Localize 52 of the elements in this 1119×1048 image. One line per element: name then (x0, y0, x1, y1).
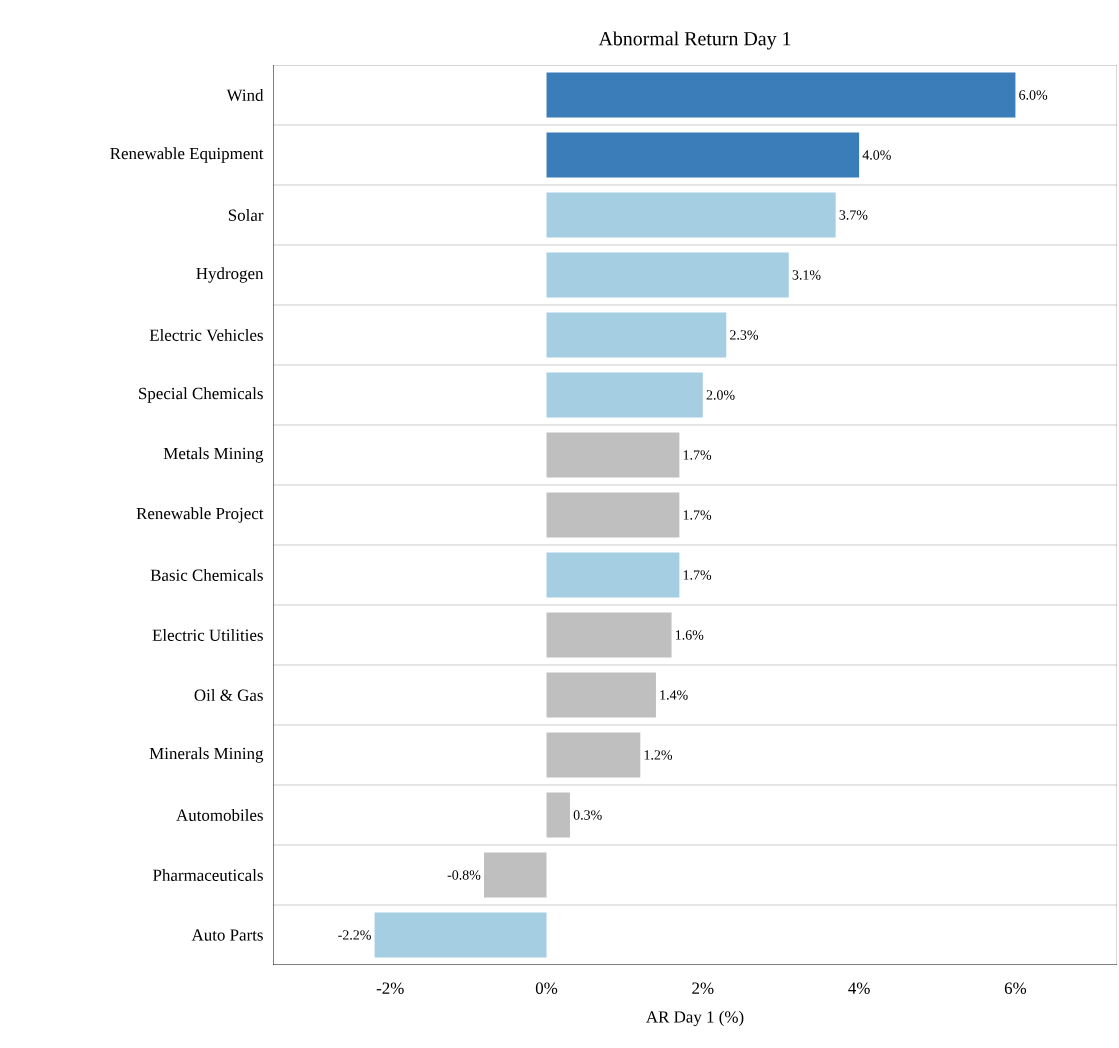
y-tick-label: Solar (228, 209, 264, 221)
data-label: 2.0% (706, 390, 735, 400)
y-tick-label: Auto Parts (191, 929, 263, 941)
y-tick-label: Special Chemicals (139, 387, 263, 403)
y-tick-label: Wind (226, 88, 264, 101)
bar (546, 792, 570, 838)
data-label: -0.8% (447, 870, 481, 880)
bar (546, 492, 680, 538)
data-label: 1.4% (660, 690, 688, 700)
data-label: 6.0% (1019, 90, 1048, 100)
bar (546, 372, 703, 418)
y-tick-label: Pharmaceuticals (153, 869, 263, 881)
bar (546, 132, 860, 178)
y-tick-label: Automobiles (176, 809, 263, 821)
data-label: 1.2% (644, 750, 673, 760)
y-tick-label: Metals Mining (163, 447, 264, 463)
y-tick-label: Renewable Equipment (110, 147, 264, 163)
data-label: -2.2% (338, 930, 371, 940)
data-label: 1.7% (683, 570, 712, 580)
x-tick-label: 0% (535, 982, 558, 994)
data-label: 1.6% (675, 630, 704, 640)
bar (546, 252, 789, 298)
bar (546, 732, 641, 778)
data-label: 3.1% (792, 270, 821, 280)
bar (546, 432, 680, 478)
bar (546, 672, 656, 718)
chart-title: Abnormal Return Day 1 (598, 31, 791, 50)
bar (484, 852, 547, 898)
data-label: 1.7% (683, 450, 712, 460)
y-tick-label: Oil & Gas (194, 689, 263, 701)
data-label: 1.7% (683, 510, 712, 520)
y-tick-label: Basic Chemicals (150, 569, 263, 581)
y-tick-label: Electric Vehicles (149, 328, 263, 341)
bar (546, 72, 1016, 118)
bar (374, 912, 547, 958)
x-tick-label: 4% (848, 982, 870, 994)
data-label: 0.3% (573, 810, 602, 820)
data-label: 4.0% (862, 150, 891, 160)
data-label: 2.3% (730, 330, 759, 340)
x-tick-label: 6% (1004, 982, 1027, 994)
bar (546, 552, 680, 598)
x-tick-label: -2% (376, 982, 404, 994)
x-tick-label: 2% (692, 982, 714, 994)
y-tick-label: Renewable Project (136, 507, 264, 523)
x-axis-title: AR Day 1 (%) (646, 1010, 744, 1027)
y-tick-label: Minerals Mining (149, 747, 264, 763)
bar (546, 192, 836, 238)
bar (546, 312, 727, 358)
bar (546, 612, 672, 658)
data-label: 3.7% (839, 210, 868, 220)
y-tick-label: Hydrogen (196, 267, 264, 283)
y-tick-label: Electric Utilities (152, 629, 263, 641)
